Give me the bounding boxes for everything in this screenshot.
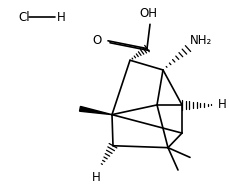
Text: H: H — [217, 98, 226, 111]
Text: OH: OH — [138, 7, 156, 20]
Text: NH₂: NH₂ — [189, 34, 211, 47]
Text: H: H — [57, 11, 65, 24]
Text: Cl: Cl — [18, 11, 30, 24]
Text: H: H — [91, 171, 100, 184]
Text: O: O — [92, 34, 101, 47]
Polygon shape — [79, 106, 112, 115]
